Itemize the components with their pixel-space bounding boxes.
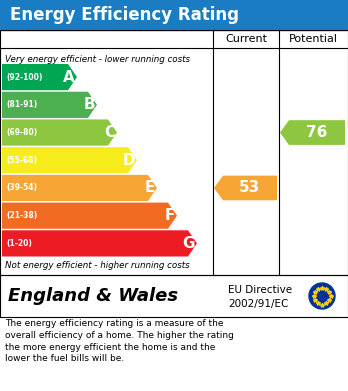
- Text: The energy efficiency rating is a measure of the
overall efficiency of a home. T: The energy efficiency rating is a measur…: [5, 319, 234, 363]
- Polygon shape: [2, 230, 197, 256]
- Text: (81-91): (81-91): [6, 100, 37, 109]
- Bar: [0, 30, 348, 275]
- Text: 2002/91/EC: 2002/91/EC: [228, 300, 288, 309]
- Text: Potential: Potential: [289, 34, 338, 44]
- Text: 76: 76: [306, 125, 327, 140]
- Text: Very energy efficient - lower running costs: Very energy efficient - lower running co…: [5, 54, 190, 63]
- Text: D: D: [122, 153, 135, 168]
- Bar: [0, 275, 348, 317]
- Polygon shape: [2, 64, 77, 90]
- Text: B: B: [84, 97, 95, 112]
- Text: F: F: [165, 208, 175, 223]
- Text: A: A: [63, 70, 75, 84]
- Text: EU Directive: EU Directive: [228, 285, 292, 295]
- Text: Not energy efficient - higher running costs: Not energy efficient - higher running co…: [5, 260, 190, 269]
- Polygon shape: [2, 175, 157, 201]
- Text: C: C: [104, 125, 115, 140]
- Polygon shape: [2, 203, 177, 229]
- Bar: [0, 0, 348, 30]
- Text: Energy Efficiency Rating: Energy Efficiency Rating: [10, 6, 239, 24]
- Text: Current: Current: [225, 34, 267, 44]
- Polygon shape: [280, 120, 345, 145]
- Polygon shape: [2, 147, 137, 173]
- Text: (92-100): (92-100): [6, 73, 42, 82]
- Text: (69-80): (69-80): [6, 128, 37, 137]
- Text: (55-68): (55-68): [6, 156, 37, 165]
- Circle shape: [309, 283, 335, 309]
- Text: 53: 53: [239, 181, 260, 196]
- Text: G: G: [182, 236, 195, 251]
- Text: England & Wales: England & Wales: [8, 287, 178, 305]
- Polygon shape: [2, 119, 117, 145]
- Polygon shape: [2, 92, 97, 118]
- Text: (1-20): (1-20): [6, 239, 32, 248]
- Polygon shape: [214, 176, 277, 200]
- Text: (39-54): (39-54): [6, 183, 37, 192]
- Text: E: E: [145, 181, 155, 196]
- Text: (21-38): (21-38): [6, 211, 37, 220]
